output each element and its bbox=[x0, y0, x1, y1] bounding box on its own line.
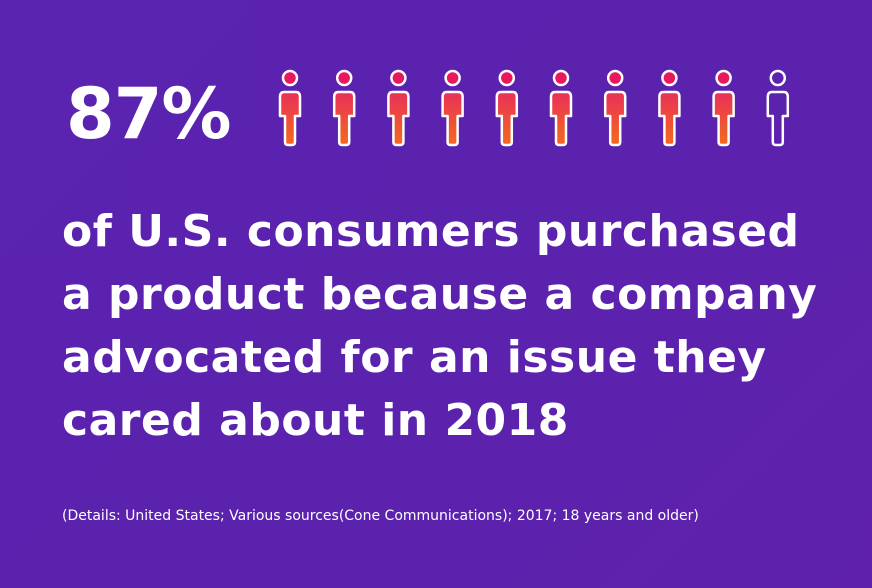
person-head bbox=[281, 69, 299, 87]
person-head bbox=[498, 69, 516, 87]
person-head bbox=[715, 69, 732, 87]
person-icon-filled bbox=[278, 69, 302, 147]
person-head bbox=[661, 69, 678, 87]
person-body bbox=[495, 90, 519, 147]
person-icon-filled bbox=[658, 69, 681, 147]
person-head bbox=[335, 69, 353, 87]
person-icon-filled bbox=[441, 69, 464, 147]
person-body bbox=[387, 90, 410, 147]
person-icon-filled bbox=[495, 69, 519, 147]
statement-line: cared about in 2018 bbox=[62, 395, 569, 446]
statement-line: advocated for an issue they bbox=[62, 332, 767, 383]
person-icon-outline bbox=[766, 69, 790, 147]
person-head bbox=[390, 69, 407, 87]
person-body bbox=[658, 90, 681, 147]
person-body bbox=[441, 90, 464, 147]
statement-line: a product because a company bbox=[62, 269, 818, 320]
person-head bbox=[552, 69, 570, 87]
person-icon-filled bbox=[332, 69, 356, 147]
headline-percent: 87% bbox=[66, 73, 232, 155]
person-icon-filled bbox=[549, 69, 573, 147]
person-body bbox=[712, 90, 735, 147]
person-icon-filled bbox=[387, 69, 410, 147]
pictograph bbox=[278, 69, 790, 147]
statement: of U.S. consumers purchased a product be… bbox=[62, 200, 852, 452]
person-icon-filled bbox=[603, 69, 627, 147]
person-body bbox=[549, 90, 573, 147]
statement-line: of U.S. consumers purchased bbox=[62, 206, 800, 257]
person-head bbox=[606, 69, 624, 87]
source-note: (Details: United States; Various sources… bbox=[62, 508, 699, 524]
person-body bbox=[332, 90, 356, 147]
person-head bbox=[769, 69, 787, 87]
person-head bbox=[444, 69, 461, 87]
person-body bbox=[766, 90, 790, 147]
person-body bbox=[603, 90, 627, 147]
person-icon-filled bbox=[712, 69, 735, 147]
person-body bbox=[278, 90, 302, 147]
person-icon-row bbox=[274, 66, 814, 152]
